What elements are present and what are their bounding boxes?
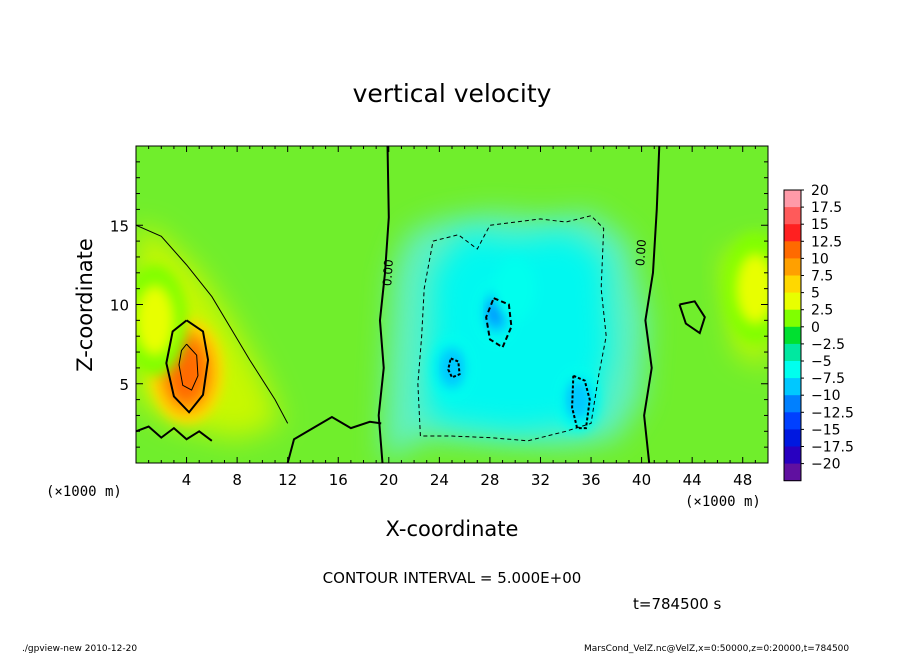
colorbar-swatch [784, 190, 801, 208]
contour-minus-5 [417, 215, 607, 442]
x-unit-right: (×1000 m) [685, 494, 761, 510]
x-tick-label: 40 [632, 471, 651, 489]
time-text: t=784500 s [633, 595, 721, 613]
field-feature-downdraft [445, 356, 459, 380]
x-axis: 4 8 12 16 20 24 28 32 36 40 44 48 [148, 146, 756, 489]
colorbar-swatch [784, 292, 801, 311]
y-tick-label: 15 [110, 217, 129, 235]
x-tick-label: 16 [329, 471, 348, 489]
colorbar-swatch [784, 343, 801, 362]
contour-plus-15-updraft [178, 343, 199, 391]
colorbar-label: 7.5 [811, 269, 833, 285]
colorbar-swatch [784, 361, 801, 379]
colorbar-swatch [784, 463, 801, 482]
contour-plus-10-updraft [165, 319, 210, 414]
zero-contour-bottom [286, 415, 382, 463]
colorbar-label: 17.5 [811, 200, 842, 216]
field-feature-weak-updraft [736, 253, 768, 324]
x-tick-label: 44 [683, 471, 702, 489]
colorbar-label: 15 [811, 217, 829, 233]
field-feature-weak-updraft [136, 285, 175, 356]
colorbar-swatch [784, 275, 801, 293]
y-tick-label: 5 [119, 376, 129, 394]
y-axis-label: Z-coordinate [73, 238, 97, 372]
x-tick-label: 4 [182, 471, 192, 489]
x-tick-label: 28 [480, 471, 499, 489]
colorbar-label: 12.5 [811, 234, 842, 250]
colorbar-label: −10 [811, 388, 841, 404]
zero-contour-right [643, 146, 661, 463]
contour-right-blob [678, 300, 706, 335]
colorbar-swatch [784, 429, 801, 447]
colorbar-label: −20 [811, 457, 841, 473]
colorbar-label: 2.5 [811, 303, 833, 319]
colorbar-swatch [784, 241, 801, 259]
y-tick-label: 10 [110, 297, 129, 315]
colorbar-swatch [784, 395, 801, 413]
x-tick-label: 32 [531, 471, 550, 489]
colorbar-label: −7.5 [811, 371, 845, 387]
footer-left: ./gpview-new 2010-12-20 [22, 644, 137, 654]
contour-minus-10-upper [485, 297, 513, 349]
colorbar-swatch [784, 207, 801, 225]
x-tick-label: 8 [232, 471, 242, 489]
colorbar-label: −15 [811, 422, 841, 438]
footer-right: MarsCond_VelZ.nc@VelZ,x=0:50000,z=0:2000… [584, 644, 849, 654]
colorbar-swatch [784, 412, 801, 430]
colorbar-label: 10 [811, 251, 829, 267]
zero-contour-left [377, 146, 390, 463]
colorbar-swatch [784, 258, 801, 276]
colorbar-swatch [784, 378, 801, 396]
y-axis: 5 10 15 [110, 161, 768, 448]
colorbar-label: −12.5 [811, 405, 854, 421]
zero-contour-label-right: 0.00 [633, 239, 649, 267]
x-tick-label: 20 [379, 471, 398, 489]
contour-interval-text: CONTOUR INTERVAL = 5.000E+00 [323, 569, 582, 587]
x-axis-label: X-coordinate [386, 517, 519, 541]
colorbar-label: 20 [811, 183, 829, 199]
x-tick-label: 24 [430, 471, 449, 489]
contour-minus-10-lower [571, 374, 591, 430]
colorbar-label: −2.5 [811, 337, 845, 353]
colorbar-label: −5 [811, 354, 832, 370]
colorbar-swatch [784, 326, 801, 345]
field-feature-downdraft [572, 388, 585, 411]
contour-lines [136, 146, 706, 463]
zero-contour-bottom-left [136, 425, 213, 442]
x-unit-left: (×1000 m) [46, 484, 122, 500]
contour-plus-5-left [136, 224, 289, 424]
colorbar-frame [783, 189, 802, 482]
x-tick-label: 12 [278, 471, 297, 489]
zero-contour-label-left: 0.00 [380, 259, 396, 287]
colorbar-label: −17.5 [811, 440, 854, 456]
colorbar-label: 5 [811, 286, 820, 302]
colorbar-swatch [784, 446, 801, 464]
colorbar-swatch [784, 309, 801, 328]
colorbar-label: 0 [811, 320, 820, 336]
x-tick-label: 36 [581, 471, 600, 489]
chart-title: vertical velocity [353, 79, 552, 108]
contour-minus-10-left [447, 357, 461, 379]
colorbar-swatch [784, 224, 801, 242]
x-tick-label: 48 [733, 471, 752, 489]
field-feature-downdraft [508, 277, 522, 300]
velocity-field [136, 146, 768, 463]
